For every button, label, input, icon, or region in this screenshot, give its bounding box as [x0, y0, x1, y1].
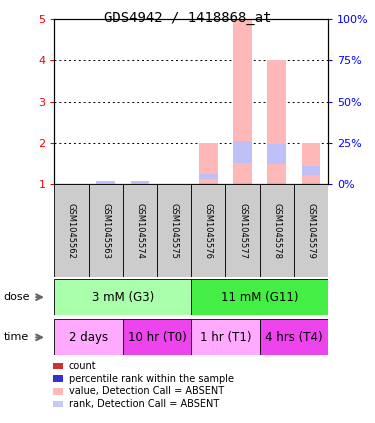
Text: 10 hr (T0): 10 hr (T0) [128, 331, 186, 344]
Text: 2 days: 2 days [69, 331, 108, 344]
Bar [191, 184, 225, 277]
Text: dose: dose [4, 292, 30, 302]
Bar [191, 319, 260, 355]
Bar [267, 144, 286, 164]
Text: time: time [4, 332, 29, 342]
Bar [123, 184, 157, 277]
Bar [88, 184, 123, 277]
Bar [294, 184, 328, 277]
Bar [54, 319, 123, 355]
Bar [302, 143, 320, 184]
Text: GSM1045563: GSM1045563 [101, 203, 110, 258]
Text: GDS4942 / 1418868_at: GDS4942 / 1418868_at [104, 11, 271, 25]
Text: GSM1045579: GSM1045579 [306, 203, 315, 258]
Text: value, Detection Call = ABSENT: value, Detection Call = ABSENT [69, 386, 224, 396]
Text: GSM1045574: GSM1045574 [135, 203, 144, 258]
Bar [199, 174, 218, 179]
Text: GSM1045575: GSM1045575 [170, 203, 178, 258]
Bar [233, 141, 252, 162]
Bar [123, 319, 191, 355]
Text: count: count [69, 361, 96, 371]
Text: 4 hrs (T4): 4 hrs (T4) [265, 331, 323, 344]
Bar [96, 181, 115, 184]
Bar [199, 143, 218, 184]
Text: 11 mM (G11): 11 mM (G11) [221, 291, 298, 304]
Bar [157, 184, 191, 277]
Text: GSM1045562: GSM1045562 [67, 203, 76, 258]
Text: 3 mM (G3): 3 mM (G3) [92, 291, 154, 304]
Bar [225, 184, 260, 277]
Text: GSM1045578: GSM1045578 [272, 203, 281, 258]
Bar [302, 166, 320, 175]
Text: GSM1045577: GSM1045577 [238, 203, 247, 258]
Bar [260, 319, 328, 355]
Bar [260, 184, 294, 277]
Text: GSM1045576: GSM1045576 [204, 203, 213, 258]
Text: 1 hr (T1): 1 hr (T1) [200, 331, 251, 344]
Bar [233, 19, 252, 184]
Bar [130, 181, 149, 184]
Bar [54, 184, 88, 277]
Bar [54, 279, 191, 315]
Text: percentile rank within the sample: percentile rank within the sample [69, 374, 234, 384]
Bar [191, 279, 328, 315]
Bar [267, 60, 286, 184]
Text: rank, Detection Call = ABSENT: rank, Detection Call = ABSENT [69, 399, 219, 409]
